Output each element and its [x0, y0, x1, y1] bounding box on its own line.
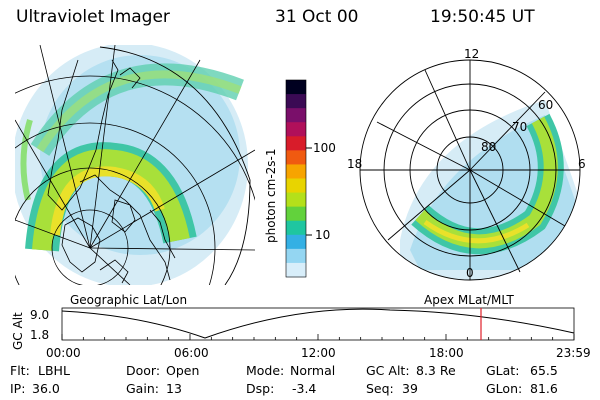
ip-value: 36.0 [32, 381, 60, 396]
flt-value: LBHL [38, 363, 70, 378]
dsp-value: -3.4 [292, 381, 317, 396]
mlt-label-12: 12 [464, 47, 480, 61]
mlt-label-6: 6 [578, 157, 586, 171]
ip-label: IP: [10, 381, 26, 396]
mlt-label-18: 18 [347, 157, 363, 171]
altitude-plot [61, 307, 575, 341]
colorbar-tick-10: 10 [315, 228, 331, 242]
altitude-xtick-2359: 23:59 [556, 346, 591, 360]
altitude-ylabel: GC Alt [11, 312, 25, 350]
mode-label: Mode: [246, 363, 285, 378]
time-label: 19:50:45 UT [430, 7, 535, 27]
lat-label-80: 80 [481, 140, 497, 154]
seq-label: Seq: [366, 381, 394, 396]
colorbar-segment [286, 206, 306, 222]
colorbar-tick-100: 100 [313, 141, 336, 155]
colorbar-segment [286, 262, 306, 278]
left-map-image [15, 45, 255, 285]
mlt-label-0: 0 [466, 266, 474, 280]
dsp-label: Dsp: [246, 381, 275, 396]
door-value: Open [166, 363, 200, 378]
gcalt-label: GC Alt: [366, 363, 410, 378]
colorbar-segment [286, 220, 306, 236]
colorbar [285, 79, 312, 278]
left-map-caption: Geographic Lat/Lon [70, 293, 188, 307]
date-label: 31 Oct 00 [275, 7, 359, 27]
colorbar-segment [286, 150, 306, 165]
flt-label: Flt: [10, 363, 30, 378]
mode-value: Normal [290, 363, 336, 378]
app-title: Ultraviolet Imager [16, 7, 170, 27]
right-map-image [359, 59, 581, 281]
colorbar-segment [286, 108, 306, 123]
gain-label: Gain: [126, 381, 159, 396]
altitude-ytick-9: 9.0 [30, 308, 50, 322]
lat-label-60: 60 [538, 98, 554, 112]
gcalt-value: 8.3 Re [416, 363, 456, 378]
colorbar-segment [286, 164, 306, 179]
colorbar-segment [286, 80, 306, 95]
door-label: Door: [126, 363, 161, 378]
seq-value: 39 [402, 381, 418, 396]
lat-label-70: 70 [512, 120, 528, 134]
colorbar-segment [286, 234, 306, 250]
right-map-caption: Apex MLat/MLT [424, 293, 514, 307]
colorbar-segment [286, 178, 306, 194]
glon-value: 81.6 [530, 381, 558, 396]
altitude-ytick-1: 1.8 [30, 328, 50, 342]
altitude-xtick-0600: 06:00 [174, 346, 209, 360]
colorbar-segment [286, 122, 306, 137]
colorbar-segment [286, 94, 306, 109]
glat-value: 65.5 [530, 363, 558, 378]
altitude-xtick-1800: 18:00 [429, 346, 464, 360]
gain-value: 13 [166, 381, 182, 396]
glat-label: GLat: [486, 363, 520, 378]
colorbar-segment [286, 248, 306, 264]
colorbar-segment [286, 192, 306, 208]
altitude-xtick-0000: 00:00 [46, 346, 81, 360]
colorbar-segment [286, 136, 306, 151]
altitude-xtick-1200: 12:00 [301, 346, 336, 360]
glon-label: GLon: [486, 381, 523, 396]
colorbar-unit-label: photon cm-2s-1 [264, 148, 278, 244]
